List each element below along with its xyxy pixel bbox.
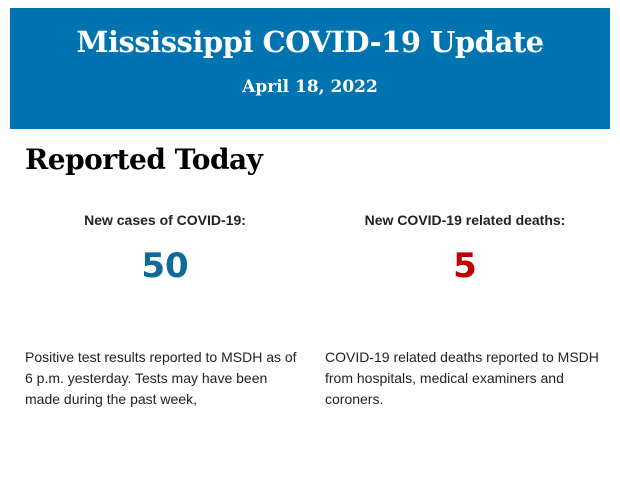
- new-deaths-panel: New COVID-19 related deaths: 5 COVID-19 …: [325, 212, 605, 407]
- new-cases-description: Positive test results reported to MSDH a…: [25, 349, 297, 407]
- new-deaths-label: New COVID-19 related deaths:: [364, 212, 566, 228]
- new-deaths-description: COVID-19 related deaths reported to MSDH…: [325, 349, 599, 407]
- header-banner: Mississippi COVID-19 Update April 18, 20…: [10, 8, 610, 129]
- new-cases-label: New cases of COVID-19:: [84, 212, 246, 228]
- new-cases-panel: New cases of COVID-19: 50 Positive test …: [25, 212, 305, 407]
- new-deaths-value: 5: [453, 246, 477, 286]
- report-date: April 18, 2022: [242, 77, 378, 97]
- page-title: Mississippi COVID-19 Update: [76, 25, 544, 59]
- section-title: Reported Today: [25, 143, 263, 176]
- new-cases-value: 50: [141, 246, 189, 286]
